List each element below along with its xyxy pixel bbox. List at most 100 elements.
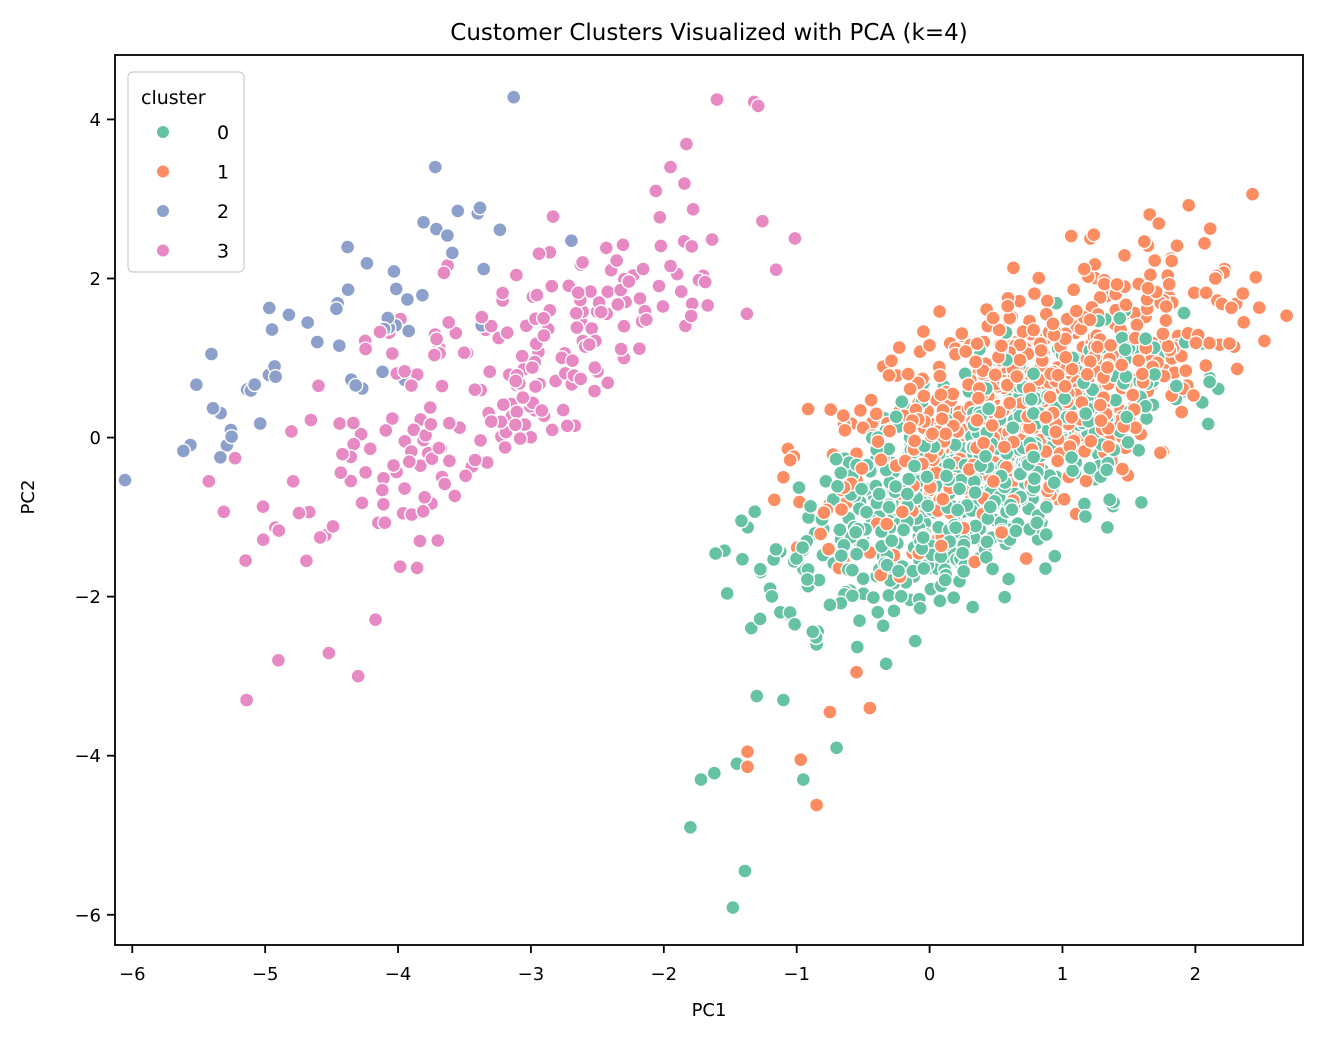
data-point [837, 422, 853, 438]
data-point [752, 561, 768, 577]
data-point [1188, 335, 1204, 351]
data-point [1057, 378, 1073, 394]
data-point [890, 563, 907, 579]
data-point [883, 353, 900, 369]
data-point [848, 524, 864, 540]
data-point [321, 645, 337, 661]
data-point [805, 624, 821, 640]
data-point [682, 819, 699, 835]
data-point [536, 327, 552, 344]
data-point [848, 546, 865, 562]
legend-marker-cluster-0 [156, 125, 170, 139]
data-point [1012, 352, 1028, 368]
data-point [938, 468, 955, 484]
data-point [820, 541, 837, 557]
data-point [653, 238, 669, 254]
data-point [447, 488, 463, 504]
data-point [822, 597, 838, 613]
data-point [791, 479, 807, 496]
data-point [893, 588, 909, 604]
data-point [1133, 494, 1150, 511]
data-point [754, 213, 771, 229]
data-point [1063, 228, 1079, 244]
data-point [1005, 260, 1022, 276]
data-point [441, 314, 457, 331]
data-point [384, 345, 400, 362]
data-point [858, 504, 875, 520]
data-point [378, 422, 394, 439]
data-point [1176, 305, 1192, 321]
data-point [587, 359, 603, 376]
data-point [1221, 335, 1238, 352]
data-point [255, 532, 271, 548]
data-point [984, 561, 1001, 577]
data-point [1129, 317, 1145, 333]
data-point [1005, 420, 1021, 436]
data-point [348, 377, 364, 394]
data-point [1114, 461, 1131, 477]
data-point [863, 392, 879, 408]
data-point [709, 91, 725, 108]
legend-label-cluster-2: 2 [217, 201, 229, 223]
data-point [564, 353, 581, 369]
data-point [450, 203, 466, 219]
data-point [392, 559, 408, 575]
legend-title: cluster [141, 87, 206, 109]
y-tick-label: −4 [74, 746, 101, 767]
data-point [1008, 523, 1024, 539]
data-point [958, 343, 974, 360]
data-point [615, 237, 631, 253]
data-point [835, 407, 851, 424]
data-point [1178, 363, 1194, 379]
data-point [901, 420, 918, 436]
data-point [227, 450, 243, 466]
data-point [1083, 433, 1099, 449]
data-point [902, 381, 918, 397]
data-point [1049, 453, 1066, 469]
data-point [1038, 409, 1054, 426]
data-point [483, 318, 499, 334]
data-point [1057, 349, 1074, 365]
data-point [997, 589, 1013, 605]
data-point [334, 446, 351, 462]
data-point [507, 417, 524, 433]
data-point [829, 478, 846, 494]
data-point [868, 406, 884, 422]
data-point [283, 423, 300, 440]
data-point [833, 501, 850, 518]
data-point [281, 307, 297, 323]
data-point [1038, 526, 1055, 543]
data-point [920, 498, 936, 514]
data-point [951, 481, 968, 497]
data-point [377, 515, 393, 531]
data-point [399, 291, 416, 308]
data-point [676, 175, 693, 192]
data-point [1089, 339, 1106, 355]
data-point [515, 389, 531, 406]
data-point [223, 429, 240, 445]
data-point [802, 498, 819, 514]
data-point [1196, 235, 1213, 252]
legend-marker-cluster-2 [156, 204, 170, 218]
data-point [812, 526, 829, 542]
data-point [467, 382, 483, 398]
data-point [384, 410, 400, 427]
data-point [309, 334, 325, 350]
data-point [1025, 449, 1042, 465]
data-point [916, 388, 932, 404]
data-point [931, 303, 948, 320]
data-point [704, 231, 720, 248]
data-point [581, 336, 598, 353]
data-point [188, 377, 205, 393]
data-point [1092, 289, 1108, 306]
data-point [456, 345, 472, 361]
data-point [1063, 449, 1080, 466]
data-point [495, 397, 511, 413]
data-point [403, 377, 420, 394]
data-point [895, 522, 912, 538]
data-point [1161, 276, 1177, 292]
data-point [600, 375, 616, 391]
data-point [684, 238, 700, 255]
data-point [1099, 519, 1116, 536]
